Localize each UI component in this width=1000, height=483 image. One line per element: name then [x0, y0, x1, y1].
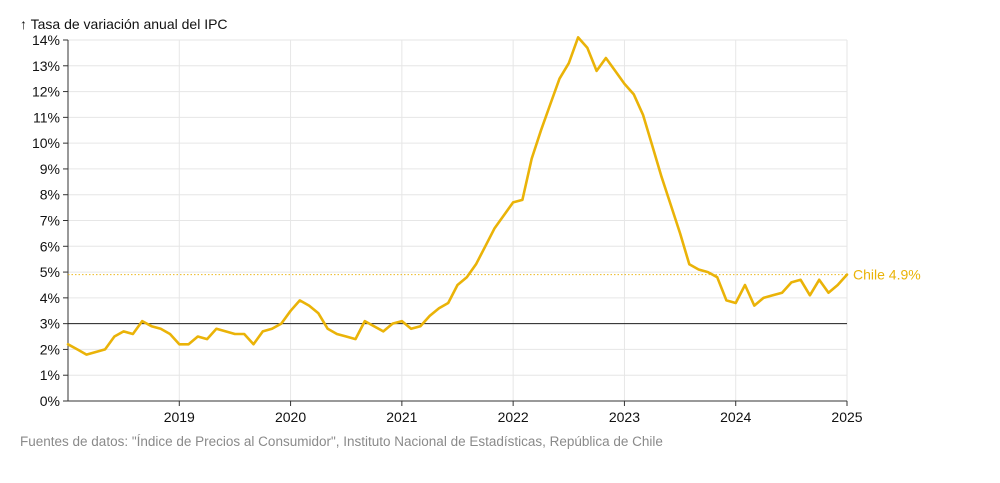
- y-axis: 0% 1% 2% 3% 4% 5% 6% 7% 8% 9% 10% 11% 12% 13% 14%: [32, 32, 69, 409]
- x-tick-label: 2019: [164, 409, 195, 425]
- y-tick-label: 12%: [32, 84, 60, 100]
- y-tick-label: 14%: [32, 32, 60, 48]
- y-tick-label: 6%: [40, 238, 60, 254]
- y-tick-label: 10%: [32, 135, 60, 151]
- y-tick-label: 0%: [40, 393, 60, 409]
- x-tick-label: 2024: [720, 409, 751, 425]
- x-tick-label: 2023: [609, 409, 640, 425]
- x-tick-label: 2020: [275, 409, 306, 425]
- y-tick-label: 2%: [40, 341, 60, 357]
- y-tick-label: 11%: [33, 109, 60, 125]
- y-tick-label: 9%: [40, 161, 60, 177]
- y-tick-label: 13%: [32, 58, 60, 74]
- x-axis: 2019 2020 2021 2022 2023 2024 2025: [68, 400, 863, 425]
- y-tick-label: 1%: [40, 367, 60, 383]
- y-tick-label: 5%: [40, 264, 60, 280]
- y-tick-label: 8%: [40, 187, 60, 203]
- y-tick-label: 4%: [40, 290, 60, 306]
- x-tick-label: 2021: [386, 409, 417, 425]
- series-layer: Chile 4.9%: [66, 36, 921, 356]
- x-tick-label: 2022: [498, 409, 529, 425]
- grid-lines: [68, 39, 848, 401]
- source-note: Fuentes de datos: "Índice de Precios al …: [20, 434, 663, 449]
- series-end-label: Chile 4.9%: [853, 267, 921, 283]
- y-tick-label: 7%: [40, 213, 60, 229]
- y-tick-label: 3%: [40, 316, 60, 332]
- x-tick-label: 2025: [831, 409, 862, 425]
- y-axis-title: ↑ Tasa de variación anual del IPC: [20, 16, 228, 32]
- series-line-chile: [66, 36, 849, 356]
